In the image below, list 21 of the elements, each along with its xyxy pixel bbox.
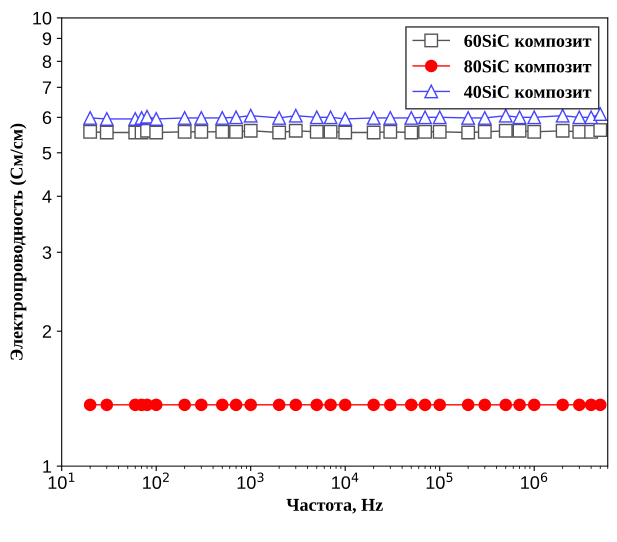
x-axis-title: Частота, Hz [286, 498, 383, 514]
legend-label: 60SiC композит [464, 34, 592, 47]
y-tick-label: 5 [42, 146, 52, 160]
legend-label: 80SiC композит [464, 60, 592, 72]
y-tick-label: 7 [42, 81, 52, 94]
y-axis-title: Электропроводность (См/см) [10, 124, 26, 360]
y-tick-label: 4 [42, 190, 52, 203]
legend-label: 40SiC композит [464, 85, 592, 98]
x-tick-label: 10$^{5}$ [426, 472, 452, 489]
x-tick-label: 10$^{2}$ [143, 472, 169, 489]
y-tick-label: 2 [42, 325, 52, 338]
y-tick-label: 1 [43, 460, 52, 473]
x-tick-label: 10$^{1}$ [48, 472, 74, 489]
y-tick-label: 8 [42, 55, 52, 68]
x-tick-label: 10$^{6}$ [521, 472, 548, 489]
y-tick-label: 6 [42, 111, 52, 124]
y-tick-label: 10 [33, 12, 52, 25]
x-tick-label: 10$^{3}$ [238, 472, 264, 489]
y-tick-label: 9 [42, 32, 52, 46]
y-tick-label: 3 [42, 246, 52, 259]
x-tick-label: 10$^{4}$ [332, 472, 358, 489]
